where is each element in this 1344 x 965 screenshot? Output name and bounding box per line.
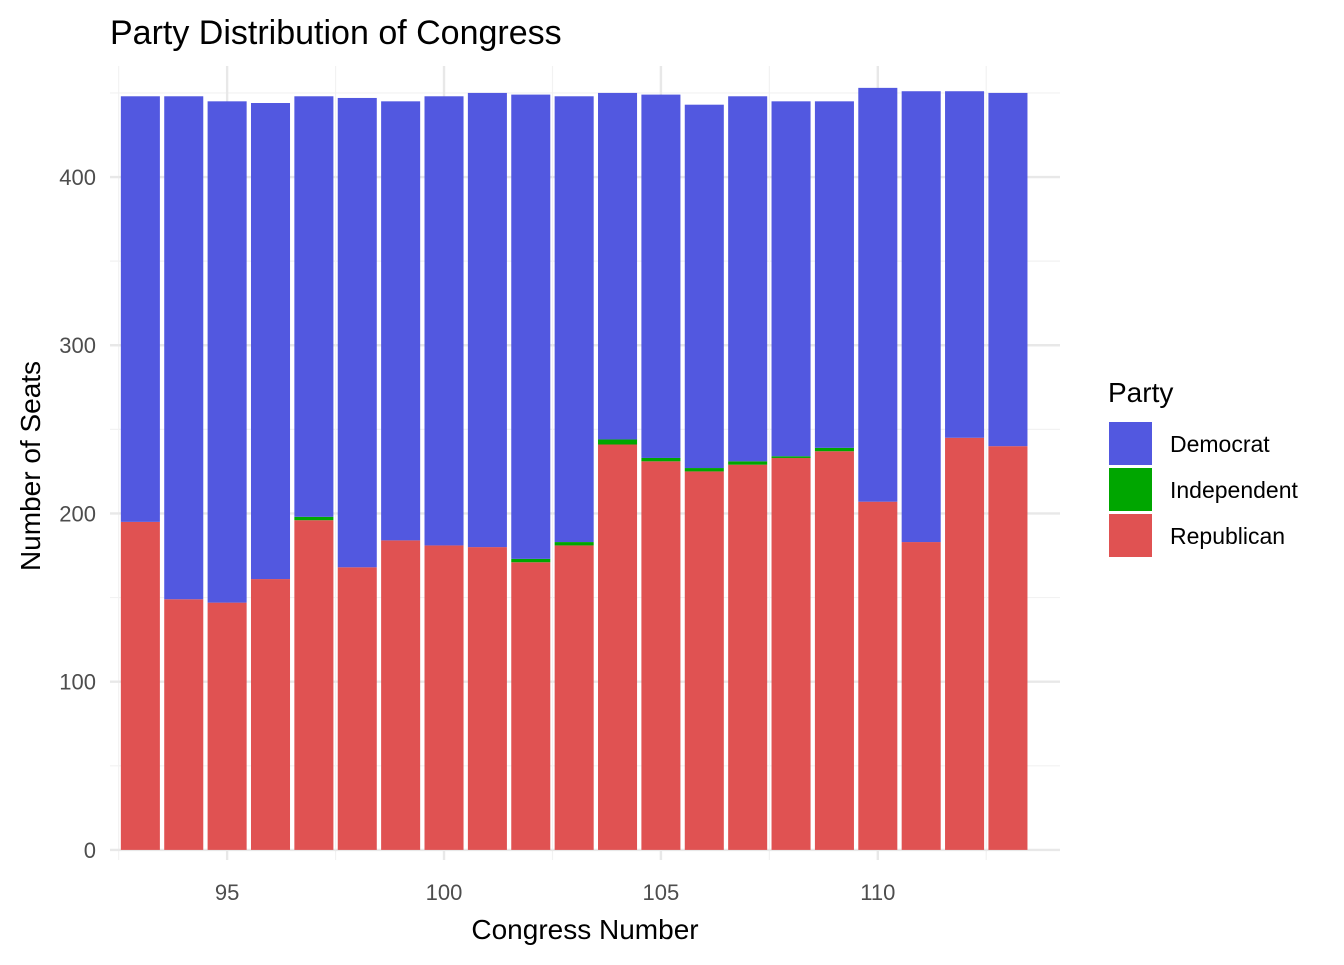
bar-republican-105 [641,461,681,850]
bar-democrat-100 [424,96,464,546]
bar-republican-94 [164,599,204,850]
y-tick-label: 300 [59,333,96,358]
bar-democrat-99 [381,101,421,541]
bar-democrat-102 [511,94,551,559]
bar-republican-95 [207,602,247,850]
bar-democrat-103 [554,96,594,543]
legend-items: Democrat Independent Republican [1109,422,1299,557]
bar-independent-109 [814,447,854,452]
bar-democrat-101 [467,92,507,548]
bar-republican-111 [901,542,941,850]
y-tick-label: 200 [59,501,96,526]
bar-democrat-95 [207,101,247,603]
legend: Party Democrat Independent Republican [1108,377,1299,557]
bar-republican-96 [250,579,291,850]
legend-label-independent: Independent [1170,477,1299,503]
bar-independent-108 [771,456,811,458]
bar-independent-103 [554,542,594,546]
bar-independent-104 [598,439,638,445]
bar-democrat-113 [988,92,1028,447]
bar-republican-104 [598,444,638,850]
bar-republican-106 [684,471,724,850]
bar-republican-93 [120,521,160,850]
bar-democrat-108 [771,101,811,457]
bar-republican-100 [424,545,464,850]
bar-democrat-94 [164,96,204,600]
bar-republican-108 [771,457,811,850]
y-tick-label: 0 [84,838,96,863]
legend-swatch-independent [1109,468,1152,511]
bar-democrat-110 [858,87,898,502]
bar-republican-101 [467,547,507,850]
bar-independent-107 [728,461,768,465]
bar-republican-98 [337,567,377,850]
bar-republican-109 [814,451,854,850]
bar-democrat-96 [250,103,291,580]
bar-democrat-106 [684,104,724,469]
bar-republican-112 [945,437,985,850]
bar-democrat-97 [294,96,334,517]
x-tick-label: 100 [426,880,463,905]
bar-democrat-112 [945,91,985,438]
bar-democrat-104 [598,92,638,440]
bar-independent-105 [641,457,681,462]
legend-title: Party [1108,377,1173,408]
bar-republican-110 [858,501,898,850]
bar-republican-103 [554,545,594,850]
bar-democrat-109 [814,101,854,448]
legend-label-republican: Republican [1170,523,1285,549]
bar-republican-113 [988,446,1028,850]
x-tick-label: 110 [860,880,895,905]
bar-republican-102 [511,562,551,850]
bar-democrat-93 [120,96,160,522]
y-tick-label: 400 [59,165,96,190]
bar-democrat-111 [901,91,941,543]
bars-layer [120,87,1028,850]
chart-title: Party Distribution of Congress [110,14,562,52]
y-axis-label: Number of Seats [15,361,46,571]
legend-label-democrat: Democrat [1170,431,1270,457]
x-tick-label: 95 [215,880,239,905]
bar-independent-106 [684,468,724,472]
bar-republican-107 [728,464,768,850]
bar-democrat-105 [641,94,681,458]
tick-labels: 0 100 200 300 400 95 100 105 110 [59,165,895,905]
bar-democrat-107 [728,96,768,462]
bar-independent-102 [511,558,551,563]
legend-swatch-republican [1109,514,1152,557]
bar-republican-97 [294,520,334,850]
bar-independent-97 [294,516,334,521]
x-axis-label: Congress Number [471,914,698,945]
bar-republican-99 [381,540,421,850]
y-tick-label: 100 [59,670,96,695]
legend-swatch-democrat [1109,422,1152,465]
x-tick-label: 105 [643,880,680,905]
bar-democrat-98 [337,97,377,568]
